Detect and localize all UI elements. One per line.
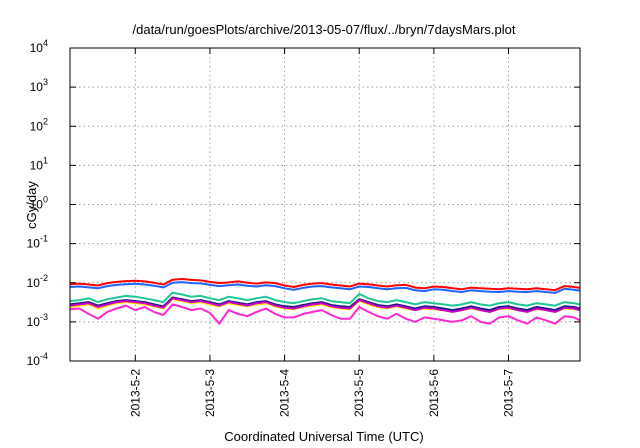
x-tick-label: 2013-5-7 xyxy=(501,369,515,417)
series-line-6 xyxy=(69,297,581,313)
x-tick-label: 2013-5-5 xyxy=(352,369,366,417)
y-tick-label: 10-1 xyxy=(27,234,48,251)
y-tick-label: 10-4 xyxy=(27,351,48,368)
series-layer xyxy=(69,278,581,325)
series-line-1 xyxy=(69,278,581,292)
x-tick-label: 2013-5-6 xyxy=(427,369,441,417)
x-axis-ticks: 2013-5-2 2013-5-3 2013-5-4 2013-5-5 2013-5-6… xyxy=(128,48,515,417)
x-tick-label: 2013-5-4 xyxy=(278,369,292,417)
series-line-2 xyxy=(69,281,581,294)
y-tick-label: 100 xyxy=(30,195,48,212)
y-tick-label: 101 xyxy=(30,155,48,172)
x-tick-label: 2013-5-2 xyxy=(128,369,142,417)
y-tick-label: 10-3 xyxy=(27,312,48,329)
series-line-5 xyxy=(69,296,581,312)
y-axis-ticks: 10-4 10-3 10-2 10-1 100 101 102 103 104 xyxy=(27,38,580,368)
y-tick-label: 103 xyxy=(30,77,48,94)
y-axis-label: cGy/day xyxy=(24,181,39,229)
y-tick-label: 104 xyxy=(30,38,48,55)
x-axis-label: Coordinated Universal Time (UTC) xyxy=(224,429,423,444)
x-tick-label: 2013-5-3 xyxy=(203,369,217,417)
series-line-3 xyxy=(69,291,581,307)
y-tick-label: 102 xyxy=(30,116,48,133)
chart-title: /data/run/goesPlots/archive/2013-05-07/f… xyxy=(133,22,516,37)
series-line-7 xyxy=(69,303,581,325)
y-tick-label: 10-2 xyxy=(27,273,48,290)
